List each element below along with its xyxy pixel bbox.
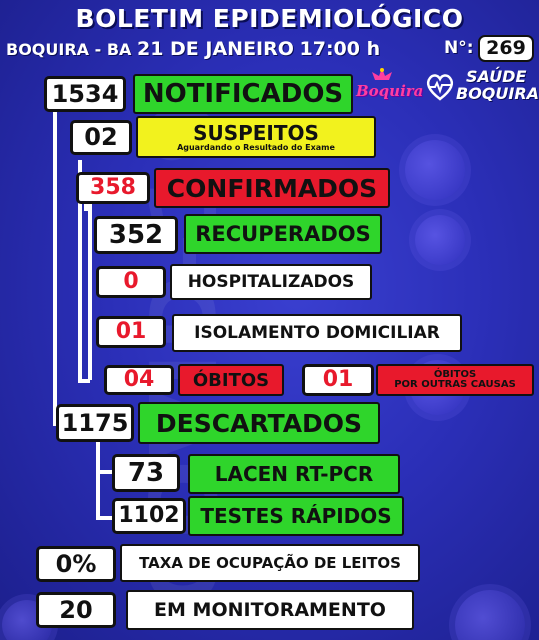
testes-rapidos-value: 1102 xyxy=(112,498,186,534)
isolamento-label: ISOLAMENTO DOMICILIAR xyxy=(172,314,462,352)
virus-decoration xyxy=(415,215,465,265)
saude-logo-line2: BOQUIRA xyxy=(456,84,539,103)
notificados-value: 1534 xyxy=(44,76,126,112)
virus-decoration xyxy=(455,590,525,640)
lacen-value: 73 xyxy=(112,454,180,492)
tree-line xyxy=(78,160,82,382)
saude-logo-line1: SAÚDE xyxy=(466,67,527,86)
ocupacao-label: TAXA DE OCUPAÇÃO DE LEITOS xyxy=(120,544,420,582)
tree-line xyxy=(78,379,90,383)
crown-icon xyxy=(372,68,392,80)
monitoramento-value: 20 xyxy=(36,592,116,628)
city-name: BOQUIRA - BA xyxy=(6,40,132,59)
descartados-value: 1175 xyxy=(56,404,134,442)
monitoramento-label: EM MONITORAMENTO xyxy=(126,590,414,630)
bulletin-label: N°: xyxy=(444,38,474,58)
virus-decoration xyxy=(405,140,465,200)
boquira-logo: Boquira xyxy=(352,66,423,106)
ocupacao-value: 0% xyxy=(36,546,116,582)
tree-line xyxy=(88,202,92,380)
hospitalizados-label: HOSPITALIZADOS xyxy=(170,264,372,300)
boquira-logo-text: Boquira xyxy=(356,82,424,100)
obitos-outras-label-2: POR OUTRAS CAUSAS xyxy=(394,379,516,390)
suspeitos-box: SUSPEITOS Aguardando o Resultado do Exam… xyxy=(136,116,376,158)
recuperados-label: RECUPERADOS xyxy=(184,214,382,254)
time-text: 17:00 h xyxy=(299,38,381,60)
location-date: BOQUIRA - BA 21 DE JANEIRO 17:00 h xyxy=(6,38,380,60)
suspeitos-value: 02 xyxy=(70,120,132,155)
tree-line xyxy=(96,442,100,520)
confirmados-label: CONFIRMADOS xyxy=(154,168,390,208)
tree-line xyxy=(96,470,112,474)
descartados-label: DESCARTADOS xyxy=(138,402,380,444)
heart-pulse-icon xyxy=(426,74,454,101)
lacen-label: LACEN RT-PCR xyxy=(188,454,400,494)
tree-line xyxy=(84,203,88,211)
saude-boquira-logo: SAÚDE BOQUIRA xyxy=(424,67,539,108)
isolamento-value: 01 xyxy=(96,316,166,348)
tree-line xyxy=(53,110,57,425)
obitos-outras-label-1: ÓBITOS xyxy=(433,368,477,380)
obitos-label: ÓBITOS xyxy=(178,364,284,396)
date-text: 21 DE JANEIRO xyxy=(136,38,294,60)
testes-rapidos-label: TESTES RÁPIDOS xyxy=(188,496,404,536)
confirmados-value: 358 xyxy=(76,172,150,204)
recuperados-value: 352 xyxy=(94,216,178,254)
suspeitos-label: SUSPEITOS xyxy=(193,120,319,145)
obitos-outras-box: ÓBITOS POR OUTRAS CAUSAS xyxy=(376,364,534,396)
obitos-outras-value: 01 xyxy=(302,364,374,396)
page-title: BOLETIM EPIDEMIOLÓGICO xyxy=(75,4,464,33)
notificados-label: NOTIFICADOS xyxy=(133,74,353,114)
obitos-value: 04 xyxy=(104,365,174,395)
hospitalizados-value: 0 xyxy=(96,266,166,298)
bulletin-number: 269 xyxy=(478,35,534,62)
suspeitos-sublabel: Aguardando o Resultado do Exame xyxy=(177,142,335,152)
tree-line xyxy=(96,516,112,520)
